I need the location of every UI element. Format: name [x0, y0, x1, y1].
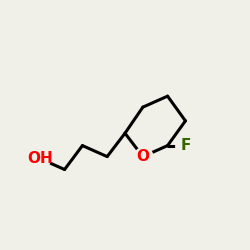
Text: F: F — [180, 138, 190, 153]
Text: OH: OH — [27, 151, 53, 166]
Text: O: O — [136, 149, 149, 164]
